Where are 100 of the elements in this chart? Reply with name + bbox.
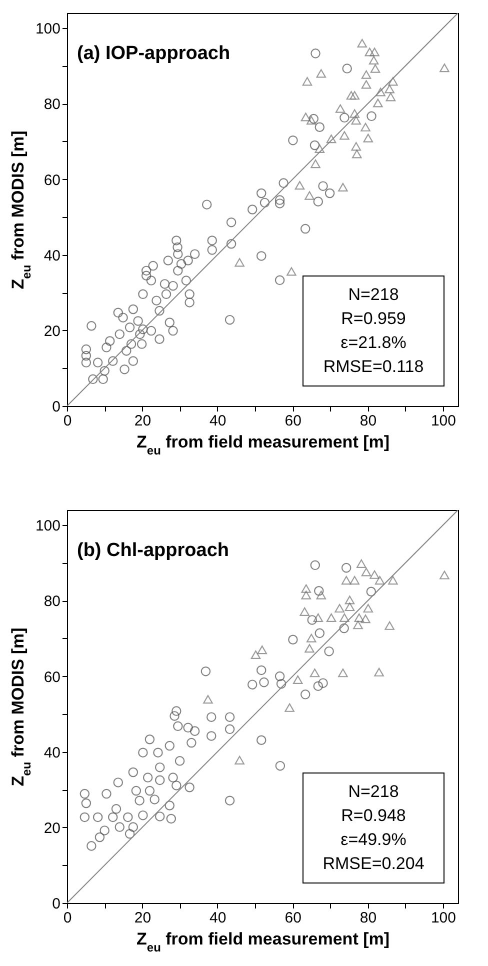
point — [440, 570, 450, 580]
point — [351, 116, 361, 125]
point — [234, 258, 244, 267]
y-tick-label: 0 — [52, 896, 60, 912]
point — [384, 84, 394, 94]
point — [368, 56, 379, 65]
point — [313, 613, 324, 622]
point — [306, 116, 316, 125]
y-tick-label: 60 — [44, 172, 60, 189]
x-axis-title: Z$_{eu}$ from field measurement [m] — [136, 930, 390, 954]
point — [304, 644, 314, 653]
point — [384, 621, 394, 630]
point — [301, 584, 311, 593]
text: (b) Chl-approach — [77, 540, 229, 561]
point — [340, 613, 350, 622]
annotation: R=0.959 — [341, 309, 406, 328]
y-tick-label: 20 — [44, 322, 60, 340]
annotation: ε=21.8% — [340, 333, 406, 352]
point — [294, 181, 305, 190]
point — [373, 98, 383, 108]
annotation: R=0.948 — [341, 806, 406, 825]
y-tick-label: 40 — [44, 744, 60, 762]
point — [386, 92, 396, 102]
annotation: RMSE=0.204 — [322, 854, 424, 873]
point — [361, 568, 372, 576]
y-tick-label: 0 — [52, 398, 60, 416]
y-tick-label: 100 — [35, 518, 60, 535]
point — [357, 38, 368, 48]
point — [346, 91, 356, 100]
point — [257, 646, 268, 654]
point — [310, 159, 320, 168]
point — [316, 69, 326, 78]
x-tick-label: 20 — [134, 910, 152, 926]
point — [334, 604, 344, 613]
point — [302, 77, 312, 86]
point — [304, 191, 314, 200]
x-tick-label: 60 — [284, 412, 302, 430]
point — [316, 590, 326, 600]
point — [360, 122, 370, 132]
y-tick-label: 20 — [44, 820, 60, 837]
point — [338, 182, 348, 192]
point — [234, 756, 244, 764]
point — [376, 88, 386, 96]
point — [284, 703, 294, 712]
x-tick-label: 80 — [360, 910, 377, 926]
x-tick-label: 40 — [210, 412, 226, 430]
point — [300, 112, 311, 122]
x-axis-title: Z$_{eu}$ from field measurement [m] — [136, 432, 390, 458]
point — [300, 607, 310, 616]
point — [388, 576, 398, 585]
point — [306, 634, 316, 642]
point — [352, 150, 362, 158]
point — [344, 596, 355, 604]
point — [363, 604, 374, 613]
point — [370, 570, 380, 579]
annotation: RMSE=0.118 — [323, 357, 424, 376]
point — [361, 70, 372, 79]
point — [340, 131, 350, 140]
x-tick-label: 80 — [360, 412, 377, 430]
x-tick-label: 100 — [430, 412, 456, 430]
point — [388, 77, 398, 86]
point — [350, 109, 360, 118]
point — [360, 614, 370, 624]
point — [250, 650, 261, 660]
point — [344, 602, 355, 612]
point — [356, 559, 366, 568]
x-tick-label: 60 — [284, 910, 302, 926]
point — [440, 63, 450, 72]
y-tick-label: 100 — [35, 20, 60, 38]
point — [338, 668, 348, 678]
y-tick-label: 40 — [44, 247, 60, 264]
point — [314, 144, 325, 153]
point — [341, 576, 352, 585]
x-tick-label: 100 — [430, 910, 456, 926]
point — [292, 675, 303, 684]
point — [364, 48, 375, 56]
point — [326, 134, 336, 144]
x-tick-label: 20 — [134, 412, 152, 430]
point — [286, 267, 296, 276]
point — [363, 134, 374, 142]
point — [353, 620, 363, 630]
annotation: N=218 — [348, 782, 399, 801]
annotation: ε=49.9% — [340, 830, 406, 849]
point — [354, 613, 364, 622]
x-tick-label: 0 — [63, 412, 72, 430]
point — [335, 104, 346, 113]
point — [370, 48, 380, 56]
point — [203, 695, 213, 704]
y-tick-label: 60 — [44, 668, 60, 686]
point — [326, 613, 336, 622]
point — [350, 576, 360, 585]
point — [374, 576, 385, 585]
text: (a) IOP-approach — [77, 43, 230, 64]
y-tick-label: 80 — [44, 96, 60, 114]
point — [351, 142, 361, 151]
point — [361, 80, 372, 89]
point — [301, 590, 311, 600]
annotation: N=218 — [348, 285, 399, 304]
point — [350, 91, 360, 100]
point — [310, 668, 320, 678]
